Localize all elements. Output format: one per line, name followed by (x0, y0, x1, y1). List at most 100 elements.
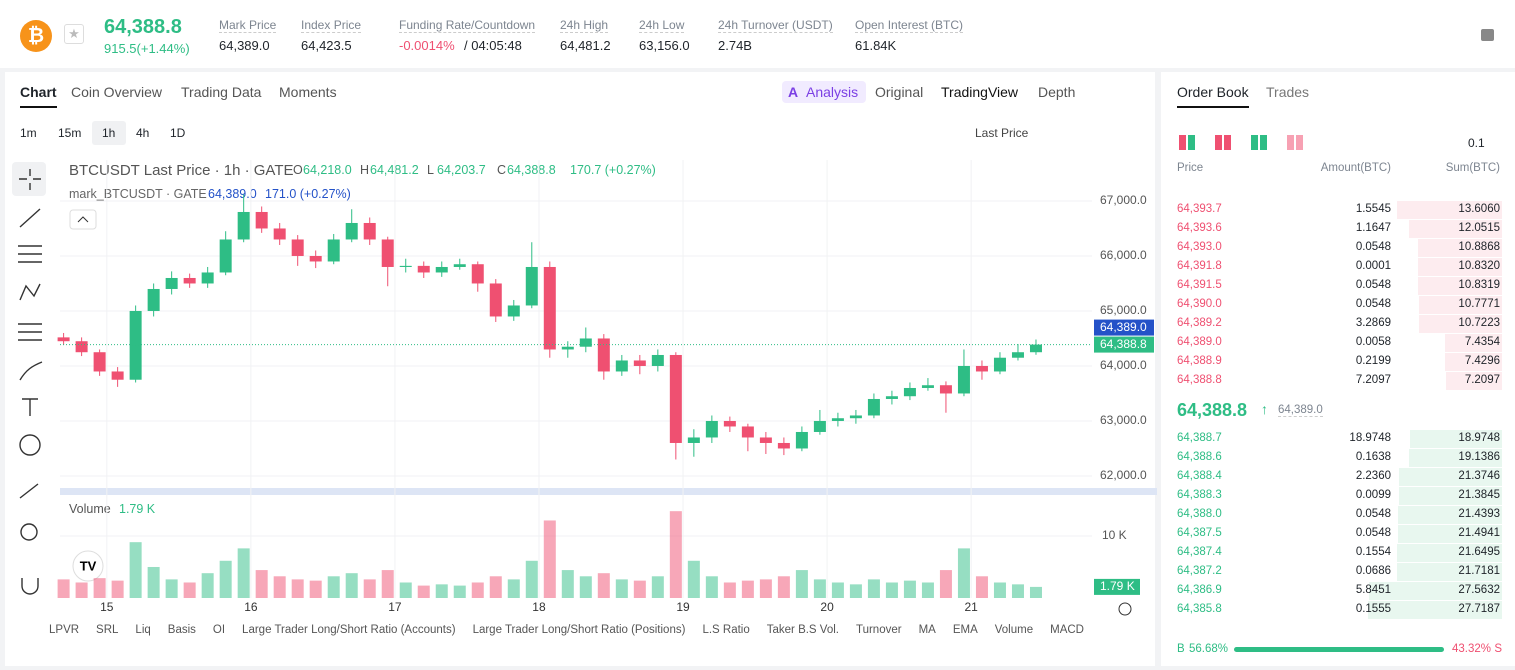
ob-tab[interactable]: Trades (1266, 84, 1310, 100)
tab[interactable]: Coin Overview (71, 84, 163, 100)
mid-mark: 64,389.0 (1278, 404, 1323, 417)
indicator[interactable]: Taker B.S Vol. (766, 624, 839, 636)
candle-body (1011, 352, 1024, 358)
volume-bar (669, 511, 682, 598)
candle-body (687, 437, 700, 443)
volume-bar (939, 570, 952, 598)
coin-logo: ₿ (20, 20, 52, 52)
ob-amount: 0.0548 (1355, 527, 1391, 539)
y-tick-label: 63,000.0 (1100, 413, 1147, 427)
ob-sum: 21.3845 (1458, 489, 1500, 501)
indicator[interactable]: Large Trader Long/Short Ratio (Accounts) (242, 624, 456, 636)
ob-price: 64,393.0 (1177, 241, 1222, 253)
ob-amount: 2.2360 (1355, 470, 1391, 482)
interval[interactable]: 1D (170, 126, 186, 140)
ob-layout-icon[interactable] (1287, 135, 1303, 150)
tab[interactable]: Moments (279, 84, 337, 100)
view-tab[interactable]: Analysis (806, 84, 859, 100)
price: 64,388.8 (104, 16, 182, 38)
ob-price: 64,389.2 (1177, 317, 1222, 329)
favorite[interactable]: ★ (64, 24, 84, 44)
volume-bar (417, 585, 430, 598)
volume-bar (471, 582, 484, 598)
indicator[interactable]: Turnover (855, 624, 902, 636)
book-icon[interactable] (1481, 29, 1494, 41)
tv-logo (72, 550, 104, 582)
indicator[interactable]: Liq (135, 624, 151, 636)
volume-bar (579, 576, 592, 598)
ob-amount: 0.1555 (1355, 603, 1391, 615)
ob-amount: 1.5545 (1355, 203, 1391, 215)
volume-title: Volume (69, 502, 111, 516)
x-tick-label: 18 (532, 600, 546, 614)
ob-column: Price (1177, 162, 1204, 174)
volume-bar (291, 579, 304, 598)
candle-body (165, 277, 178, 289)
depth-bar (1409, 449, 1502, 467)
indicator[interactable]: L.S Ratio (702, 624, 750, 636)
ob-amount: 5.8451 (1355, 584, 1391, 596)
volume-bar (723, 582, 736, 598)
legend-key: C (497, 163, 507, 177)
ob-layout-icon[interactable] (1215, 135, 1231, 150)
volume-bar (975, 576, 988, 598)
last-price-tag (1094, 336, 1154, 353)
volume-bar (903, 580, 916, 598)
ob-tab[interactable]: Order Book (1177, 84, 1249, 108)
interval[interactable]: 4h (136, 126, 150, 140)
settings-icon[interactable] (1118, 602, 1132, 616)
legend-value: 64,218.0 (303, 163, 352, 177)
price-source[interactable]: Last Price (975, 126, 1029, 140)
indicator[interactable]: Volume (994, 624, 1034, 636)
metric-label: 24h High (560, 18, 609, 33)
ob-amount: 0.0548 (1355, 241, 1391, 253)
view-tab[interactable]: Depth (1038, 84, 1076, 100)
candle-body (525, 266, 538, 306)
candle-body (957, 365, 970, 394)
depth-bar (1398, 487, 1502, 505)
indicator[interactable]: LPVR (49, 624, 80, 636)
indicator[interactable]: SRL (96, 624, 119, 636)
volume-bar (615, 579, 628, 598)
interval[interactable]: 1m (20, 126, 37, 140)
ob-price: 64,390.0 (1177, 298, 1222, 310)
volume-bar (183, 582, 196, 598)
ob-step[interactable]: 0.1 (1468, 136, 1485, 150)
view-tab[interactable]: Original (875, 84, 924, 100)
ob-sum: 21.4393 (1458, 508, 1500, 520)
ob-layout-icon[interactable] (1251, 135, 1267, 150)
volume-bar (219, 560, 232, 598)
indicator[interactable]: MACD (1050, 624, 1084, 636)
candle-body (705, 420, 718, 438)
ob-sum: 21.6495 (1458, 546, 1500, 558)
tab[interactable]: Trading Data (181, 84, 262, 100)
volume-bar (885, 582, 898, 598)
view-tab[interactable]: TradingView (941, 84, 1019, 100)
ob-sum: 27.7187 (1458, 603, 1500, 615)
indicator[interactable]: Large Trader Long/Short Ratio (Positions… (472, 624, 686, 636)
interval[interactable]: 15m (58, 126, 82, 140)
sell-label: S (1494, 643, 1502, 655)
legend-value: 64,388.8 (507, 163, 556, 177)
indicator[interactable]: OI (212, 624, 226, 636)
tab[interactable]: Chart (20, 84, 57, 108)
ob-sum: 19.1386 (1458, 451, 1500, 463)
volume-bar (147, 566, 160, 598)
collapse-button[interactable] (69, 209, 97, 230)
metric-label: Open Interest (BTC) (855, 18, 964, 33)
indicator[interactable]: Basis (167, 624, 196, 636)
indicator[interactable]: MA (918, 624, 936, 636)
legend-key: H (360, 163, 370, 177)
mark-title: mark_BTCUSDT · GATE (69, 187, 207, 201)
ob-layout-icon[interactable] (1179, 135, 1195, 150)
volume-bar (759, 579, 772, 598)
interval[interactable]: 1h (102, 126, 116, 140)
indicator[interactable]: EMA (952, 624, 978, 636)
volume-bar (57, 579, 70, 598)
volume-bar (597, 573, 610, 598)
candle-body (633, 360, 646, 366)
depth-bar (1398, 525, 1502, 543)
candle-body (237, 211, 250, 240)
drawing-tools[interactable] (12, 162, 46, 595)
